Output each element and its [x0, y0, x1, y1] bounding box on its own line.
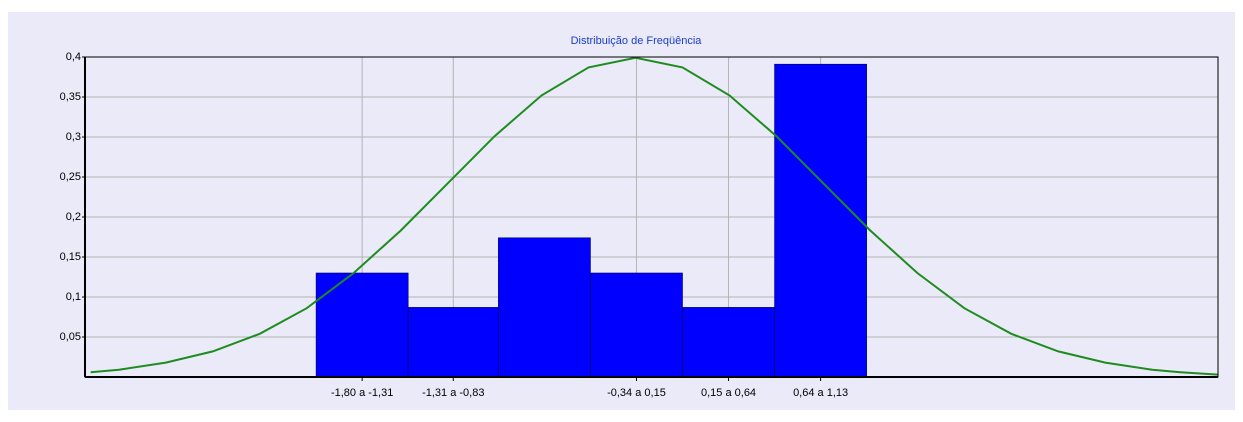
y-tick-label: 0,05	[60, 331, 81, 343]
y-tick-label: 0,15	[60, 251, 81, 263]
x-tick-label: -1,31 a -0,83	[422, 387, 484, 399]
y-tick-label: 0,25	[60, 171, 81, 183]
y-tick-label: 0,4	[66, 51, 81, 63]
y-tick-label: 0,3	[66, 131, 81, 143]
bar	[774, 63, 867, 378]
bar	[407, 307, 499, 378]
x-tick-label: 0,15 a 0,64	[701, 387, 756, 399]
bar	[682, 307, 775, 378]
x-tick-label: -0,34 a 0,15	[607, 387, 666, 399]
bar	[590, 272, 683, 378]
density-curve	[90, 56, 1219, 376]
y-tick-label: 0,1	[66, 291, 81, 303]
bar	[498, 237, 591, 378]
x-tick-label: -1,80 a -1,31	[331, 387, 393, 399]
chart-title: Distribuição de Freqüência	[571, 35, 703, 47]
x-tick-label: 0,64 a 1,13	[793, 387, 848, 399]
bar	[315, 272, 409, 378]
y-tick-label: 0,2	[66, 211, 81, 223]
y-tick-label: 0,35	[60, 91, 81, 103]
